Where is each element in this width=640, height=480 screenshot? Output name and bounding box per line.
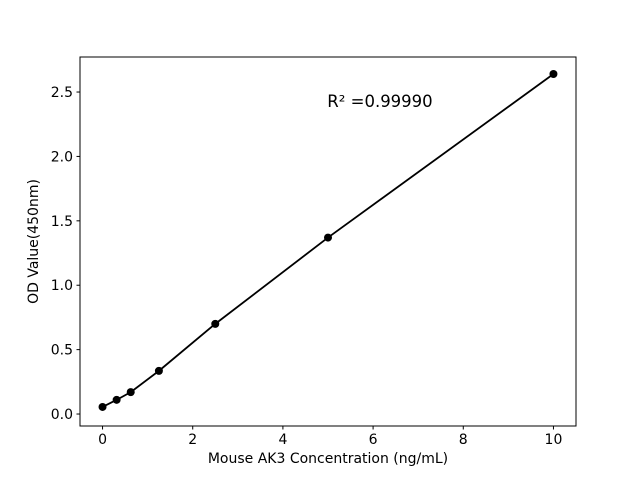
data-point (126, 388, 135, 397)
data-point (211, 319, 220, 328)
data-point (549, 70, 558, 79)
x-axis-label: Mouse AK3 Concentration (ng/mL) (208, 451, 448, 467)
data-point (112, 395, 121, 404)
y-tick-label: 2.0 (51, 149, 73, 165)
x-tick-label: 0 (98, 432, 107, 448)
data-series-layer (98, 70, 558, 411)
plot-spines (79, 56, 577, 427)
y-axis-label: OD Value(450nm) (26, 179, 42, 304)
x-tick-label: 2 (188, 432, 197, 448)
x-tick-label: 10 (545, 432, 563, 448)
x-tick-label: 8 (459, 432, 468, 448)
y-tick-label: 0.5 (51, 343, 73, 359)
x-tick-label: 6 (369, 432, 378, 448)
axis-ticks-layer: 0 2 4 6 8 10 0.0 0.5 1.0 1.5 2.0 2.5 (51, 85, 563, 448)
x-tick-label: 4 (278, 432, 287, 448)
y-tick-label: 1.0 (51, 278, 73, 294)
y-tick-label: 2.5 (51, 85, 73, 101)
y-tick-label: 1.5 (51, 214, 73, 230)
data-point (154, 366, 163, 375)
data-point (324, 233, 332, 242)
y-tick-label: 0.0 (51, 407, 73, 423)
r-squared-annotation: R² =0.99990 (327, 92, 432, 111)
data-point (98, 402, 107, 411)
